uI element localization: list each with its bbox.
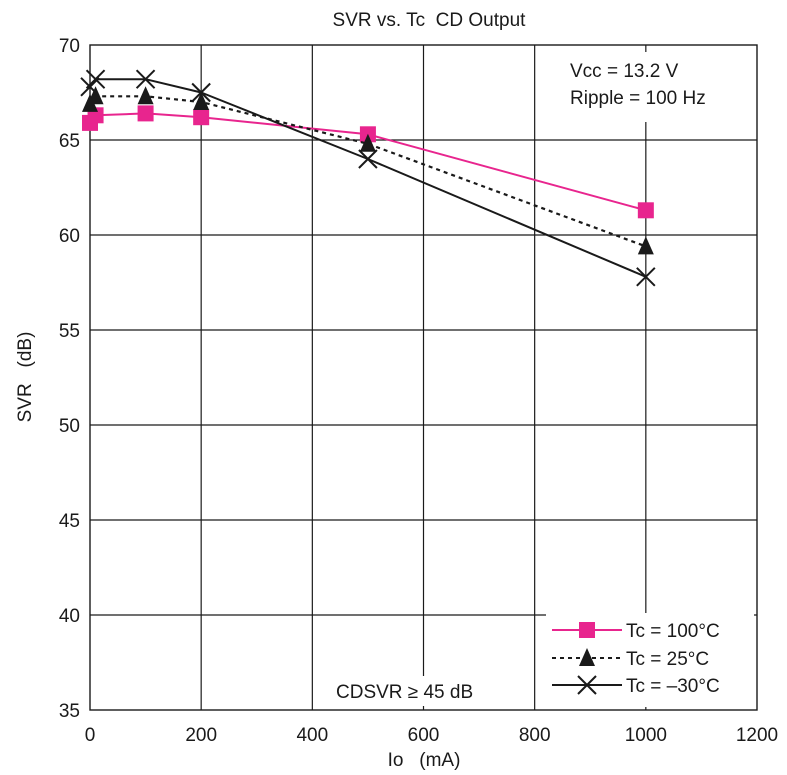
x-tick-label: 0 [85,725,96,746]
annotation-cdsvr: CDSVR ≥ 45 dB [336,682,473,703]
y-tick-label: 60 [59,226,80,247]
y-tick-label: 65 [59,131,80,152]
grid [90,45,757,710]
legend: Tc = 100°C Tc = 25°C Tc = –30°C [546,613,754,707]
series-group [80,69,656,287]
x-tick-label: 800 [519,725,551,746]
x-tick-label: 400 [296,725,328,746]
data-point-tc-100-c [637,202,654,219]
data-point-tc-30-c [358,149,378,169]
x-marker-stroke [135,69,156,89]
legend-marker-tc-25-c [579,648,595,666]
x-marker-stroke [85,69,106,89]
data-point-tc-100-c [193,109,210,126]
data-point-tc-30-c [135,69,156,89]
data-point-tc-25-c [359,133,376,152]
x-tick-label: 1200 [736,725,778,746]
x-tick-label: 600 [408,725,440,746]
legend-label-tc-25-c: Tc = 25°C [626,649,709,670]
data-point-tc-30-c [636,267,656,287]
series-line-tc-25-c [89,95,647,248]
x-marker-stroke [191,82,211,103]
x-axis-label: Io (mA) [388,750,461,771]
data-point-tc-30-c [191,82,211,103]
data-point-tc-25-c [637,236,654,255]
y-tick-label: 50 [59,416,80,437]
legend-label-tc-100-c: Tc = 100°C [626,621,720,642]
x-tick-label: 1000 [625,725,667,746]
y-tick-label: 40 [59,606,80,627]
data-point-tc-100-c [137,105,154,122]
data-point-tc-25-c [137,86,154,105]
annotation-box [562,52,752,122]
x-marker-stroke [577,675,597,695]
x-marker-stroke [358,149,378,169]
y-tick-label: 70 [59,36,80,57]
x-tick-label: 200 [185,725,217,746]
legend-label-tc-30-c: Tc = –30°C [626,676,720,697]
y-tick-label: 35 [59,701,80,722]
plot-frame [89,44,758,711]
annotation-vcc: Vcc = 13.2 V [570,61,679,82]
annotation-cdsvr-box [332,676,516,706]
annotation-ripple: Ripple = 100 Hz [570,88,706,109]
data-point-tc-25-c [87,86,104,105]
y-axis-label: SVR (dB) [15,332,36,423]
data-point-tc-25-c [193,92,210,110]
legend-marker-tc-100-c [579,622,595,638]
data-point-tc-30-c [85,69,106,89]
legend-marker-tc-30-c [577,675,597,695]
tick-labels: 0 200 400 600 800 1000 1200 35 40 45 50 55 60 65 70 [59,36,778,746]
x-marker-stroke [636,267,656,287]
y-tick-label: 45 [59,511,80,532]
y-tick-label: 55 [59,321,80,342]
chart-title: SVR vs. Tc CD Output [333,10,527,31]
